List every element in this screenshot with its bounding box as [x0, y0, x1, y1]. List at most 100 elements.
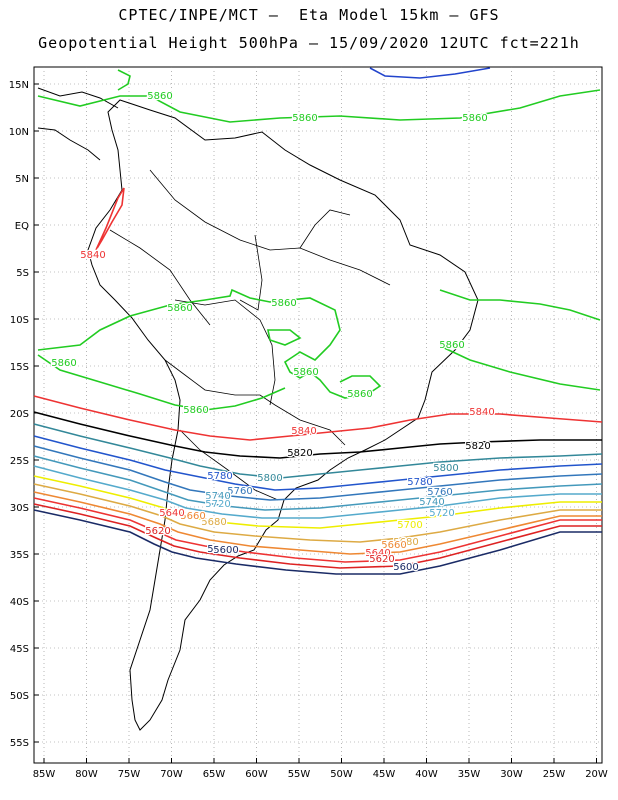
longitude-tick-label: 45W	[373, 769, 396, 780]
contour-5760	[33, 445, 603, 501]
latitude-tick-label: 40S	[10, 597, 29, 608]
contour-label-5820: 5820	[465, 441, 490, 452]
contour-5600	[33, 509, 602, 575]
latitude-tick-label: 25S	[10, 456, 29, 467]
longitude-tick-label: 55W	[288, 769, 311, 780]
contour-5620	[33, 503, 602, 569]
contour-label-5720: 5720	[429, 508, 454, 519]
contour-label-5840: 5840	[469, 407, 494, 418]
contour-label-5760: 5760	[427, 487, 452, 498]
latitude-tick-label: 50S	[10, 691, 29, 702]
contour-label-5720: 5720	[205, 499, 230, 510]
longitude-tick-label: 50W	[330, 769, 353, 780]
latitude-tick-label: 35S	[10, 550, 29, 561]
contour-label-5760: 5760	[227, 486, 252, 497]
contour-5860-nw	[117, 69, 131, 91]
contour-5660	[33, 491, 602, 555]
coastline	[37, 87, 479, 731]
contour-label-5860: 5860	[147, 91, 172, 102]
contour-label-5600: 5600	[213, 545, 238, 556]
latitude-tick-label: 55S	[10, 738, 29, 749]
contour-5800	[33, 423, 603, 479]
latitude-tick-label: 10S	[10, 315, 29, 326]
longitude-tick-label: 60W	[245, 769, 268, 780]
contour-label-5860: 5860	[167, 303, 192, 314]
longitude-tick-label: 75W	[118, 769, 141, 780]
contour-5860-north	[37, 89, 601, 123]
contour-5780	[33, 435, 603, 491]
contour-label-5620: 5620	[369, 554, 394, 565]
longitude-tick-label: 85W	[33, 769, 56, 780]
central-america-coastline	[37, 87, 119, 161]
contour-label-5860: 5860	[183, 405, 208, 416]
contour-label-5840: 5840	[80, 250, 105, 261]
contour-label-5800: 5800	[433, 463, 458, 474]
latitude-tick-label: EQ	[15, 221, 29, 232]
contour-label-5680: 5680	[393, 537, 418, 548]
contour-label-5860: 5860	[51, 358, 76, 369]
contour-label-5700: 5700	[397, 520, 422, 531]
longitude-tick-label: 70W	[160, 769, 183, 780]
longitude-tick-label: 35W	[458, 769, 481, 780]
longitude-tick-label: 30W	[500, 769, 523, 780]
longitude-tick-label: 65W	[203, 769, 226, 780]
latitude-tick-label: 10N	[9, 127, 29, 138]
contour-5840-loop	[95, 187, 125, 251]
contour-label-5860: 5860	[292, 113, 317, 124]
contour-label-5860: 5860	[347, 389, 372, 400]
contour-5840	[33, 395, 603, 441]
longitude-tick-label: 80W	[75, 769, 98, 780]
latitude-tick-label: 5S	[16, 268, 29, 279]
contour-5860-island	[267, 329, 302, 346]
contour-label-5860: 5860	[271, 298, 296, 309]
border-path	[149, 169, 391, 286]
border-path	[109, 229, 211, 326]
country-borders	[109, 169, 391, 501]
contour-label-5600: 5600	[207, 544, 232, 555]
contour-label-5820: 5820	[287, 448, 312, 459]
contour-label-5660: 5660	[180, 511, 205, 522]
latitude-tick-label: 15S	[10, 362, 29, 373]
contour-label-5800: 5800	[257, 473, 282, 484]
border-path	[239, 234, 263, 311]
contour-lines	[33, 67, 603, 575]
contour-5860-east-top	[439, 289, 601, 321]
longitude-tick-label: 40W	[415, 769, 438, 780]
latitude-tick-label: 20S	[10, 409, 29, 420]
contour-5880	[369, 67, 491, 79]
contour-label-5660: 5660	[381, 540, 406, 551]
latitude-tick-label: 15N	[9, 80, 29, 91]
latitude-tick-label: 5N	[15, 174, 29, 185]
contour-label-5620: 5620	[145, 526, 170, 537]
contour-5860-center	[37, 288, 382, 411]
contour-label-5780: 5780	[407, 477, 432, 488]
contour-5860-east	[439, 345, 601, 391]
contour-5820	[33, 411, 602, 459]
contour-label-5640: 5640	[365, 548, 390, 559]
contour-5640	[33, 497, 602, 563]
contour-5680	[33, 483, 602, 543]
axis-labels: 15N 10N 5N EQ 5S 10S 15S 20S 25S 30S 35S 40S 45S 50S 5…	[9, 80, 608, 780]
map-title-line1: CPTEC/INPE/MCT – Eta Model 15km – GFS	[118, 6, 500, 24]
contour-5720	[33, 465, 602, 519]
border-path	[174, 299, 276, 406]
contour-label-5600: 5600	[393, 562, 418, 573]
contour-label-5740: 5740	[419, 497, 444, 508]
border-path	[164, 359, 346, 446]
longitude-tick-label: 20W	[585, 769, 608, 780]
border-path	[179, 429, 279, 501]
contour-label-5860: 5860	[439, 340, 464, 351]
contour-labels: 5860 5860 5860 5860 5860 5860 5860 5860 5860 5860…	[50, 90, 496, 575]
contour-label-5740: 5740	[205, 491, 230, 502]
contour-5740	[33, 455, 603, 511]
border-path	[299, 209, 351, 249]
contour-label-5860: 5860	[293, 367, 318, 378]
longitude-tick-label: 25W	[543, 769, 566, 780]
south-america-coastline	[87, 99, 479, 731]
contour-label-5780: 5780	[207, 471, 232, 482]
contour-label-5680: 5680	[201, 517, 226, 528]
latitude-tick-label: 30S	[10, 503, 29, 514]
latitude-tick-label: 45S	[10, 644, 29, 655]
contour-label-5840: 5840	[291, 426, 316, 437]
